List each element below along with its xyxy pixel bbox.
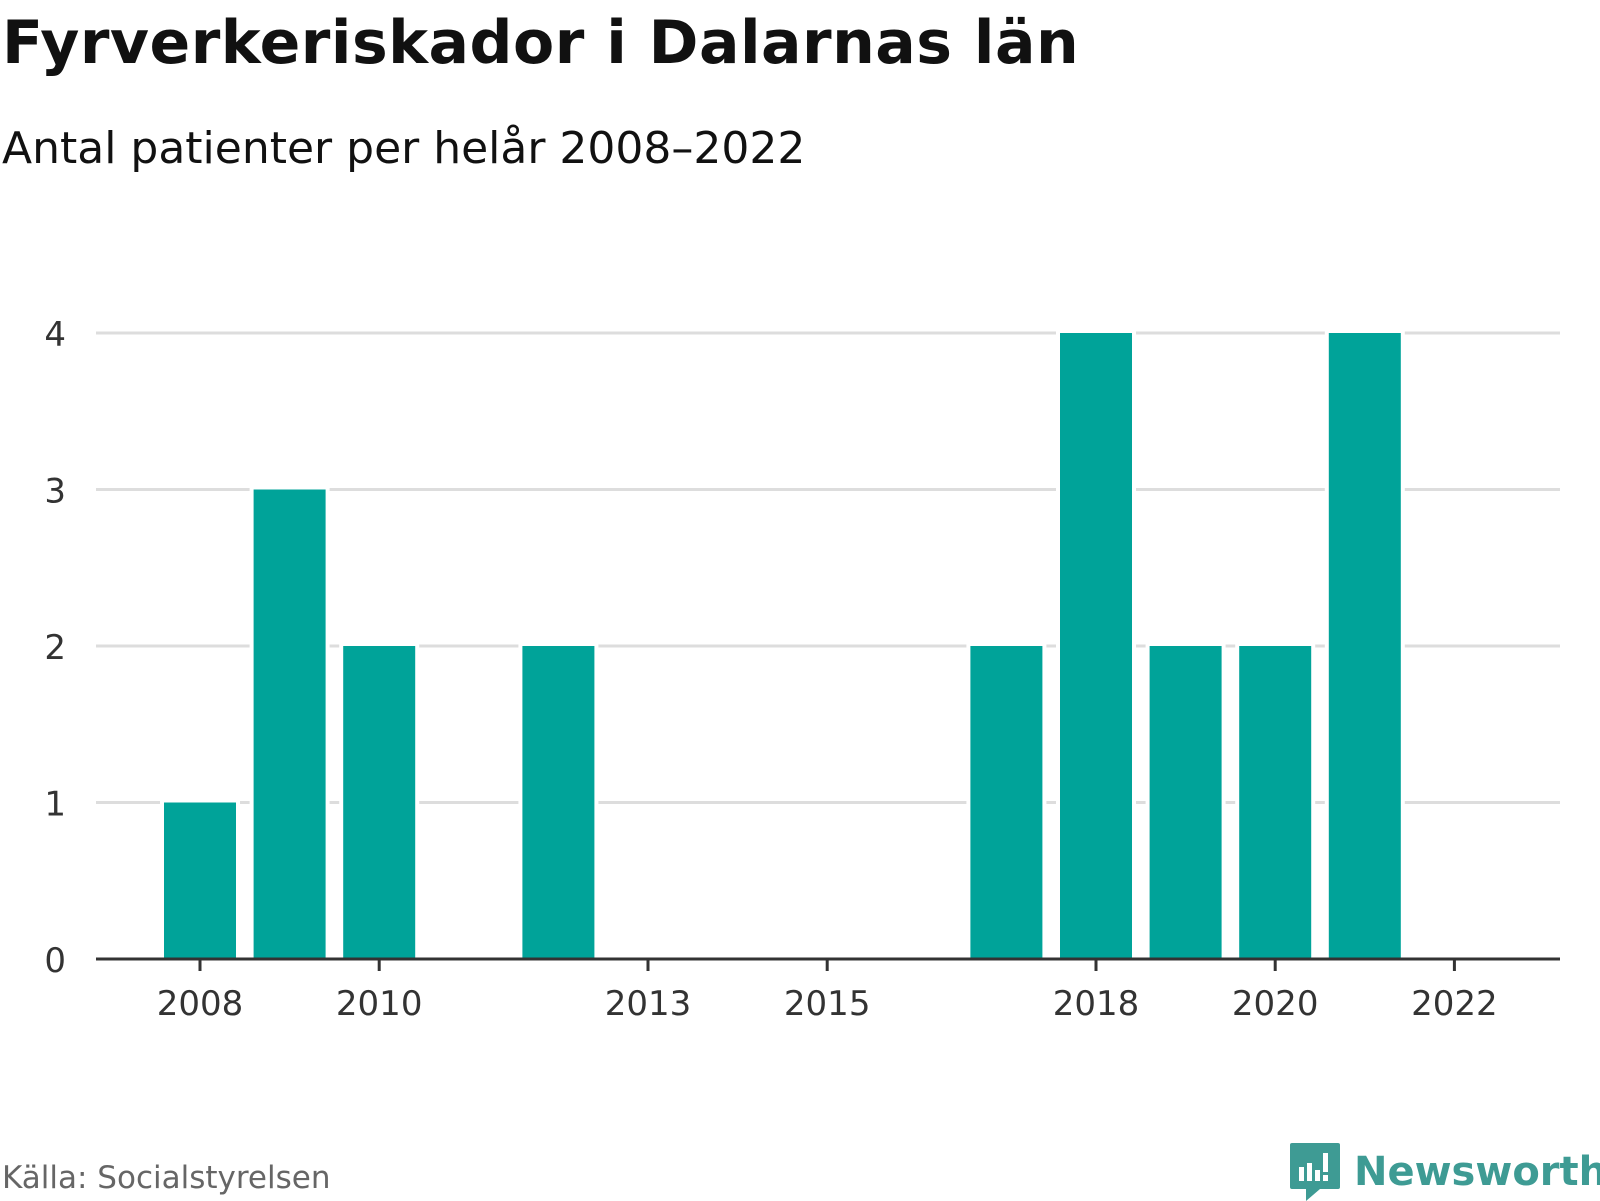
- axis-layer: 0 1 2 3 4 2008 2010 2013 2015 2018 2020 2022: [44, 315, 1560, 1024]
- bar-2012: [522, 646, 595, 959]
- x-tick-label: 2015: [784, 984, 871, 1024]
- x-tick-label: 2018: [1053, 984, 1140, 1024]
- source-note: Källa: Socialstyrelsen: [2, 1160, 331, 1196]
- bar-2017: [970, 646, 1043, 959]
- y-tick-label: 3: [44, 472, 66, 512]
- brand-logo: Newsworthy: [1290, 1143, 1600, 1201]
- bar-2021: [1328, 333, 1401, 959]
- x-tick-label: 2020: [1232, 984, 1319, 1024]
- bar-2009: [253, 489, 326, 959]
- x-tick-label: 2022: [1411, 984, 1498, 1024]
- x-tick-label: 2013: [605, 984, 692, 1024]
- bar-2008: [164, 802, 236, 959]
- y-tick-label: 0: [44, 941, 66, 981]
- x-tick-label: 2010: [336, 984, 423, 1024]
- chart-bubble-icon: [1290, 1143, 1340, 1201]
- bar-2020: [1239, 646, 1312, 959]
- y-tick-label: 4: [44, 315, 66, 355]
- chart-title: Fyrverkeriskador i Dalarnas län: [2, 8, 1080, 78]
- bar-layer: [160, 331, 1405, 959]
- y-tick-label: 1: [44, 785, 66, 825]
- bar-2018: [1060, 333, 1132, 959]
- bar-2019: [1149, 646, 1222, 959]
- y-tick-label: 2: [44, 628, 66, 668]
- chart-subtitle: Antal patienter per helår 2008–2022: [2, 123, 806, 174]
- brand-name: Newsworthy: [1354, 1149, 1600, 1195]
- bar-2010: [343, 646, 416, 959]
- x-tick-label: 2008: [157, 984, 244, 1024]
